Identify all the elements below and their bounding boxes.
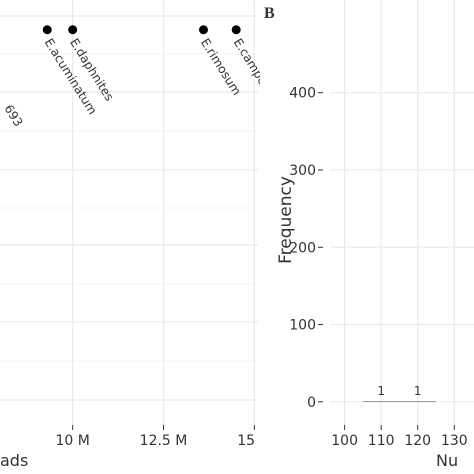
y-tick-label: 0 [307, 395, 316, 411]
x-tick-label: 120 [404, 433, 431, 449]
y-tick-label: 400 [289, 86, 316, 102]
x-axis-title: Nu [436, 451, 458, 470]
panel-label: B [264, 5, 275, 22]
point [231, 25, 241, 35]
bar [362, 401, 400, 403]
data-label: 1 [414, 384, 422, 398]
y-tick-label: 100 [289, 318, 316, 334]
panel-a: 7.5 M10 M12.5 M15 ME.acuminatumE.daphnit… [0, 0, 271, 470]
x-tick-label: 12.5 M [140, 433, 188, 449]
x-tick-label: 10 M [56, 433, 90, 449]
y-tick-label: 300 [289, 163, 316, 179]
point [68, 25, 78, 35]
point [198, 25, 208, 35]
x-tick-label: 100 [331, 433, 358, 449]
data-label: 1 [377, 384, 385, 398]
plot-area [330, 0, 474, 425]
bar [399, 401, 437, 403]
x-tick-label: 15 M [237, 433, 271, 449]
x-tick-label: 130 [441, 433, 468, 449]
y-tick-label: 200 [289, 240, 316, 256]
point [42, 25, 52, 35]
x-axis-title: ads [0, 451, 28, 470]
y-axis-title: Frequency [276, 176, 296, 264]
annotation: 693 [1, 102, 25, 129]
x-tick-label: 7.5 M [0, 433, 1, 449]
x-tick-label: 110 [368, 433, 395, 449]
panel-b: 01002003004001001101201301411BFrequencyN… [264, 0, 474, 470]
